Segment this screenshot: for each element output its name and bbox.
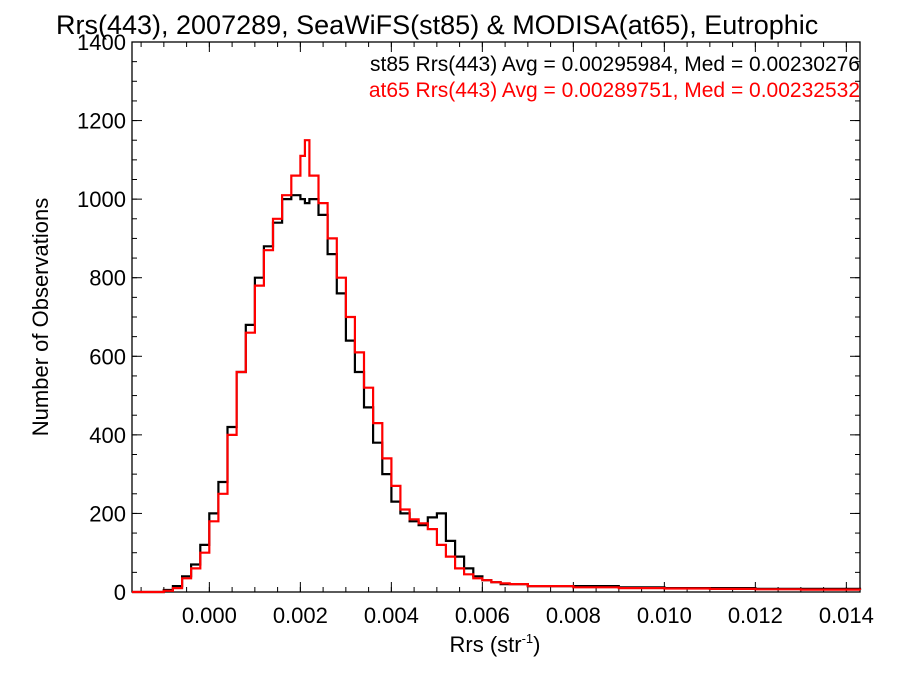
series-at65-line	[132, 139, 862, 594]
x-tick-label: 0.012	[728, 603, 783, 628]
x-tick-label: 0.000	[182, 603, 237, 628]
x-tick-label: 0.008	[546, 603, 601, 628]
annotation-at65: at65 Rrs(443) Avg = 0.00289751, Med = 0.…	[369, 79, 860, 102]
x-axis-label: Rrs (str-1)	[450, 631, 541, 657]
x-tick-label: 0.014	[819, 603, 874, 628]
series-group	[132, 139, 862, 594]
y-axis: 0 200 400 600 800 1000 1200 1400	[77, 30, 860, 605]
y-tick-label: 800	[89, 266, 126, 291]
y-tick-label: 200	[89, 501, 126, 526]
annotation-st85: st85 Rrs(443) Avg = 0.00295984, Med = 0.…	[370, 53, 860, 76]
plot-frame	[131, 41, 861, 593]
x-tick-label: 0.010	[637, 603, 692, 628]
series-st85-line	[132, 194, 862, 594]
chart-title: Rrs(443), 2007289, SeaWiFS(st85) & MODIS…	[56, 10, 818, 40]
x-axis-label-superscript: -1	[522, 631, 534, 646]
x-tick-label: 0.004	[364, 603, 419, 628]
y-tick-label: 600	[89, 344, 126, 369]
x-tick-label: 0.002	[273, 603, 328, 628]
y-tick-label: 0	[114, 580, 126, 605]
x-axis-label-main: Rrs (str	[450, 632, 522, 657]
y-tick-label: 1200	[77, 109, 126, 134]
x-axis: 0.000 0.002 0.004 0.006 0.008 0.010 0.012 0.014	[140, 42, 874, 628]
y-axis-label: Number of Observations	[28, 198, 53, 436]
y-tick-label: 1400	[77, 30, 126, 55]
y-tick-label: 400	[89, 423, 126, 448]
x-tick-label: 0.006	[455, 603, 510, 628]
x-axis-label-close: )	[533, 632, 540, 657]
y-tick-label: 1000	[77, 187, 126, 212]
